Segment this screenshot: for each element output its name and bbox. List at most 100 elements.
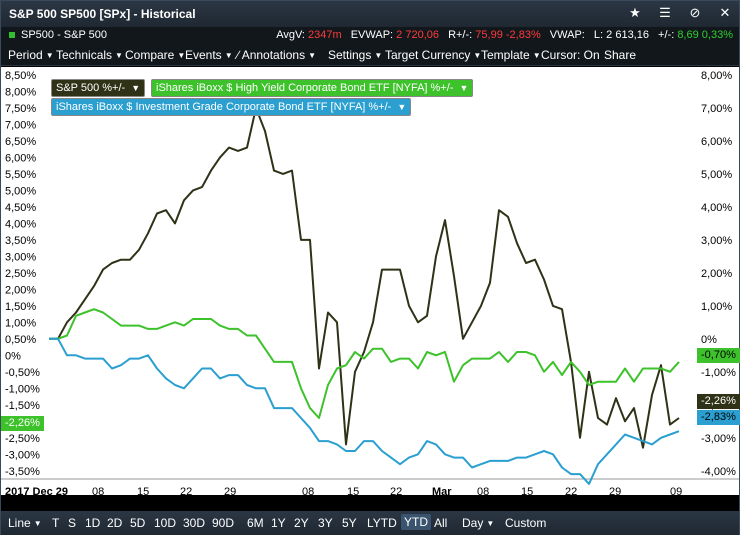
menu-template-label: Template: [481, 48, 530, 62]
left-tick-label: 6,50%: [5, 136, 36, 148]
x-tick-label: 09: [670, 486, 682, 495]
period-s[interactable]: S: [68, 516, 77, 530]
left-tick-label: 8,50%: [5, 70, 36, 82]
left-tick-label: 4,50%: [5, 202, 36, 214]
hy-value-tag: -0,70%: [697, 348, 740, 363]
right-tick-label: 1,00%: [701, 301, 732, 313]
menu-period-label: Period: [8, 48, 43, 62]
x-tick-label: 29: [609, 486, 621, 495]
menu-annotations-label: Annotations: [241, 48, 306, 62]
left-tick-label: 1,00%: [5, 317, 36, 329]
right-tick-label: 6,00%: [701, 136, 732, 148]
chart-svg[interactable]: 8,50% 8,00% 7,50% 7,00% 6,50% 6,00% 5,50% 5,00%…: [1, 67, 739, 495]
period-30d[interactable]: 30D: [183, 516, 206, 530]
series-ig-line: [49, 337, 680, 485]
period-2y[interactable]: 2Y: [294, 516, 309, 530]
ig-value-tag: -2,83%: [697, 410, 740, 425]
r-label: R+/-:: [448, 29, 473, 41]
legend-hy[interactable]: iShares iBoxx $ High Yield Corporate Bon…: [151, 79, 474, 97]
x-tick-label: Mar: [432, 486, 452, 495]
r-pct: -2,83%: [505, 29, 541, 41]
left-tick-label: -2,50%: [5, 433, 40, 445]
period-5y[interactable]: 5Y: [342, 516, 357, 530]
menu-period[interactable]: Period ▼: [8, 48, 54, 62]
menu-events[interactable]: Events ▼: [185, 48, 233, 62]
plot-area[interactable]: 8,50% 8,00% 7,50% 7,00% 6,50% 6,00% 5,50% 5,00%…: [1, 67, 740, 495]
left-tick-label: 2,50%: [5, 268, 36, 280]
menu-compare[interactable]: Compare ▼: [125, 48, 186, 62]
menu-icon[interactable]: ☰: [659, 5, 671, 20]
x-tick-label: 15: [347, 486, 359, 495]
menu-target-currency[interactable]: Target Currency ▼: [385, 48, 482, 62]
interval-label: Day: [462, 516, 484, 530]
avgv-value: 2347m: [308, 29, 342, 41]
menu-share[interactable]: Share: [604, 48, 637, 62]
menu-settings[interactable]: Settings ▼: [328, 48, 383, 62]
chevron-down-icon: ▼: [459, 83, 469, 93]
period-3y[interactable]: 3Y: [318, 516, 333, 530]
x-tick-label: 22: [390, 486, 402, 495]
menu-annotations[interactable]: ∕ Annotations ▼: [237, 48, 316, 62]
legend-ig-label: iShares iBoxx $ Investment Grade Corpora…: [56, 101, 392, 113]
right-tick-label: 5,00%: [701, 169, 732, 181]
x-tick-label: 2017 Dec 29: [5, 486, 68, 495]
x-tick-label: 29: [224, 486, 236, 495]
left-tick-label: 0,50%: [5, 334, 36, 346]
pencil-icon: ∕: [237, 48, 242, 62]
left-tick-label: 8,00%: [5, 86, 36, 98]
pm-pct: 0,33%: [701, 29, 733, 41]
left-tick-label: -3,50%: [5, 466, 40, 478]
left-value-tag: -2,26%: [1, 416, 44, 431]
chart-type-label: Line: [8, 516, 31, 530]
period-lytd[interactable]: LYTD: [367, 516, 397, 530]
period-custom[interactable]: Custom: [505, 516, 547, 530]
right-tick-label: -4,00%: [701, 466, 736, 478]
chevron-down-icon: ▼: [397, 102, 407, 112]
menu-technicals[interactable]: Technicals ▼: [56, 48, 123, 62]
unlink-icon[interactable]: ⊘: [689, 5, 701, 20]
legend-sp500[interactable]: S&P 500 %+/- ▼: [51, 79, 146, 97]
stats: AvgV: 2347m EVWAP: 2 720,06 R+/-: 75,99 …: [270, 29, 733, 41]
left-tick-label: 3,50%: [5, 235, 36, 247]
period-t[interactable]: T: [52, 516, 60, 530]
symbol-text: SP500 - S&P 500: [21, 29, 108, 41]
close-icon[interactable]: ✕: [719, 5, 731, 20]
menu-template[interactable]: Template ▼: [481, 48, 541, 62]
pm-label: +/-:: [658, 29, 675, 41]
symbol-label: SP500 - S&P 500: [9, 29, 107, 41]
left-tick-label: 5,00%: [5, 185, 36, 197]
chevron-down-icon: ▼: [131, 83, 141, 93]
info-bar: SP500 - S&P 500 AvgV: 2347m EVWAP: 2 720…: [1, 27, 739, 45]
x-tick-label: 15: [521, 486, 533, 495]
bottom-bar: Line ▼ T S 1D 2D 5D 10D 30D 90D 6M 1Y 2Y …: [1, 511, 739, 535]
left-tick-label: 1,50%: [5, 301, 36, 313]
period-1d[interactable]: 1D: [85, 516, 101, 530]
l-value: 2 613,16: [606, 29, 649, 41]
menu-cursor[interactable]: Cursor: On: [541, 48, 600, 62]
period-2d[interactable]: 2D: [107, 516, 123, 530]
r-value: 75,99: [475, 29, 503, 41]
l-label: L:: [593, 29, 604, 41]
series-hy-line: [49, 308, 680, 419]
x-tick-label: 08: [477, 486, 489, 495]
legend-ig[interactable]: iShares iBoxx $ Investment Grade Corpora…: [51, 98, 412, 116]
symbol-color-icon: [9, 32, 15, 39]
period-6m[interactable]: 6M: [247, 516, 264, 530]
period-90d[interactable]: 90D: [212, 516, 235, 530]
interval-dropdown[interactable]: Day ▼: [462, 516, 495, 530]
period-1y[interactable]: 1Y: [271, 516, 286, 530]
left-tick-label: 7,50%: [5, 103, 36, 115]
menu-bar: Period ▼ Technicals ▼ Compare ▼ Events ▼ ∕ A…: [1, 45, 739, 66]
right-tick-label: -1,00%: [701, 367, 736, 379]
period-all[interactable]: All: [434, 516, 448, 530]
chart-type-dropdown[interactable]: Line ▼: [8, 516, 42, 530]
period-ytd[interactable]: YTD: [401, 514, 431, 530]
star-icon[interactable]: ★: [629, 5, 641, 20]
title-icons: ★ ☰ ⊘ ✕: [627, 5, 733, 21]
evwap-label: EVWAP:: [350, 29, 394, 41]
period-10d[interactable]: 10D: [154, 516, 177, 530]
left-tick-label: -1,00%: [5, 383, 40, 395]
period-5d[interactable]: 5D: [130, 516, 146, 530]
menu-compare-label: Compare: [125, 48, 175, 62]
vwap-label: VWAP:: [549, 29, 585, 41]
